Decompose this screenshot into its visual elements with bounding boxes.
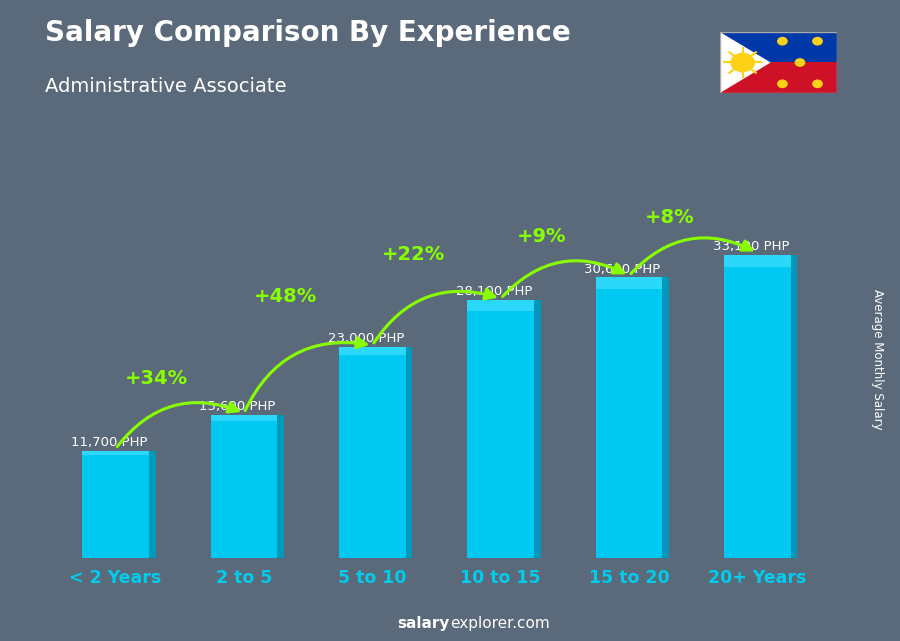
Bar [596, 278, 662, 558]
Text: +34%: +34% [125, 369, 188, 388]
Text: Administrative Associate: Administrative Associate [45, 77, 286, 96]
Bar [720, 63, 837, 93]
Bar [82, 451, 149, 455]
Text: Average Monthly Salary: Average Monthly Salary [871, 288, 884, 429]
Circle shape [778, 80, 788, 87]
Polygon shape [406, 347, 412, 558]
Text: +9%: +9% [517, 227, 566, 246]
Text: +22%: +22% [382, 245, 445, 264]
Text: 11,700 PHP: 11,700 PHP [71, 436, 148, 449]
Bar [467, 301, 534, 558]
Polygon shape [791, 254, 797, 558]
Bar [339, 347, 406, 356]
Circle shape [813, 80, 823, 87]
Polygon shape [662, 278, 669, 558]
Text: 15,600 PHP: 15,600 PHP [200, 400, 275, 413]
Circle shape [731, 53, 754, 72]
Bar [339, 347, 406, 558]
Text: 30,600 PHP: 30,600 PHP [584, 263, 661, 276]
Bar [211, 415, 277, 558]
Text: +48%: +48% [254, 287, 317, 306]
Polygon shape [277, 415, 284, 558]
Bar [467, 301, 534, 311]
Text: 28,100 PHP: 28,100 PHP [456, 285, 533, 299]
Text: 23,000 PHP: 23,000 PHP [328, 332, 404, 345]
Text: Salary Comparison By Experience: Salary Comparison By Experience [45, 19, 571, 47]
Bar [724, 254, 791, 267]
Polygon shape [720, 32, 770, 93]
Polygon shape [149, 451, 156, 558]
Circle shape [796, 59, 805, 66]
Text: +8%: +8% [645, 208, 695, 228]
Bar [211, 415, 277, 420]
Text: 33,100 PHP: 33,100 PHP [713, 240, 789, 253]
Polygon shape [534, 301, 541, 558]
Text: salary: salary [398, 617, 450, 631]
Bar [82, 451, 149, 558]
Circle shape [813, 38, 823, 45]
Bar [724, 254, 791, 558]
Bar [720, 32, 837, 63]
Text: explorer.com: explorer.com [450, 617, 550, 631]
Bar [596, 278, 662, 288]
Circle shape [778, 38, 788, 45]
